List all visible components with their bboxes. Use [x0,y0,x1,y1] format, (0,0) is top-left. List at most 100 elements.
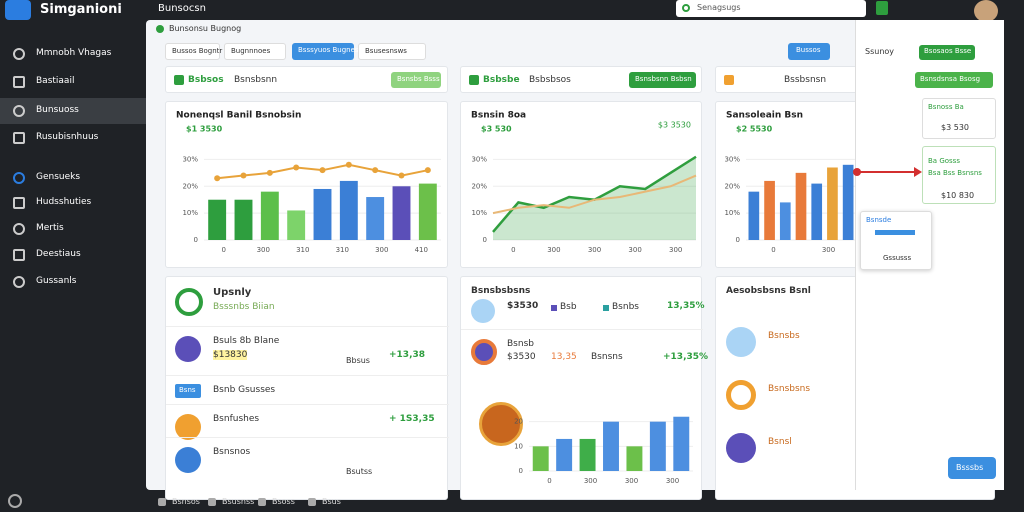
arrow-dot [853,168,861,176]
card-text: Bsbsbsos [529,75,571,85]
nav-item[interactable]: Bastiaail [36,76,75,86]
tab[interactable]: Bsssyuos Bugnes [292,43,359,60]
bar [603,421,619,471]
chart-title: Sansoleain Bsn [726,111,803,121]
x-tick-label: 0 [222,246,226,254]
list-title: Aesobsbsns Bsnl [726,286,811,296]
list-value: $3530 [507,301,539,311]
row-divider [166,404,449,405]
legend-swatch [551,305,557,311]
y-tick-label: 20% [471,182,487,190]
bar [649,421,666,471]
tab[interactable]: Bsusesnsws [358,43,426,60]
row-value: $13830 [213,350,248,360]
row-icon [726,380,756,410]
bar [260,191,279,240]
x-tick-label: 300 [669,246,682,254]
task-icon [208,498,216,506]
bar [748,191,760,240]
chart: 0 10 20 0 300 300 300 [514,416,693,485]
window-heading: Bunsonsu Bugnog [169,24,242,33]
arrow-head [914,167,922,177]
search-box[interactable]: Senagsugs [676,0,866,17]
bar [208,199,227,240]
nav-item[interactable]: Gensueks [36,172,81,182]
app-logo [5,0,31,20]
row-sub: Bsutss [346,467,373,476]
row-divider [166,326,449,327]
chart-title: Bsnsin 8oa [471,111,526,121]
info-title: Ba Gosss [928,157,960,165]
y-tick-label: 30% [471,155,487,163]
legend-label: Bsb [560,302,577,312]
bar [626,446,643,471]
list-change: 13,35% [667,301,705,311]
bar [827,167,838,240]
line-point [319,167,326,174]
task-label[interactable]: Bsnsos [172,497,200,506]
tab[interactable]: Bugnnnoes [224,43,286,60]
panel-button[interactable]: Bsnsdsnsa Bsosg [915,72,993,88]
avatar [974,0,998,22]
chart-title: Nonenqsl Banil Bsnobsin [176,111,301,121]
bar [779,202,791,240]
tab[interactable]: Bussos Bogntr [165,43,222,60]
nav-item[interactable]: Deestiaus [36,249,81,259]
x-tick-label: 300 [588,246,601,254]
card-header: Bsbsos Bsnsbsnn Bsnsbs Bsss [165,66,448,93]
card-icon [724,75,734,85]
nav-item[interactable]: Bunsuoss [36,105,79,115]
x-tick-label: 300 [547,246,560,254]
nav-item[interactable]: Mertis [36,223,64,233]
nav-icon [13,105,25,117]
y-tick-label: 20% [724,182,740,190]
card-button[interactable]: Bsnsbsnn Bsbsn [629,72,696,88]
row-change: +13,38 [389,350,426,360]
info-box: Bsnoss Ba $3 530 [922,98,996,139]
nav-icon [13,276,25,288]
task-label[interactable]: Bsus [322,497,341,506]
action-button[interactable]: Bussos [788,43,830,60]
panel-action[interactable]: Bsssbs [948,457,996,479]
row-name: Bsnsl [768,437,792,447]
card-icon [174,75,184,85]
nav-icon [13,197,25,209]
y-tick-label: 10% [182,209,198,217]
panel-button[interactable]: Bsosaos Bsse [919,45,975,60]
nav-icon [13,172,25,184]
row-divider [461,329,703,330]
x-tick-label: 300 [666,477,679,485]
nav-item[interactable]: Mmnobh Vhagas [36,48,112,58]
chart-card: Nonenqsl Banil Bsnobsin $1 3530 0 10% 20% 30%… [165,101,448,268]
y-tick-label: 10 [514,442,523,450]
nav-item[interactable]: Hudsshuties [36,197,92,207]
nav-item[interactable]: Rusubisnhuus [36,132,99,142]
row-icon [726,327,756,357]
row-divider [166,375,449,376]
row-change: +13,35% [663,352,709,362]
area [493,156,696,240]
y-tick-label: 10% [471,209,487,217]
card-label: Bsbsbe [483,75,520,85]
task-label[interactable]: Bsoss [272,497,295,506]
list-subtitle: Bsssnbs Biian [213,302,275,312]
row-icon [726,433,756,463]
search-text: Senagsugs [697,3,741,12]
info-value: $3 530 [941,123,969,132]
floating-box: Bsnsde Gssusss [860,211,932,270]
bar [392,186,411,240]
x-tick-label: 0 [511,246,515,254]
nav-item[interactable]: Gussanls [36,276,77,286]
legend-swatch [603,305,609,311]
task-label[interactable]: Bsusnss [222,497,255,506]
info-title: Bsnoss Ba [928,103,964,111]
row-divider [166,437,449,438]
chart-subtitle: $1 3530 [186,125,223,134]
task-icon [308,498,316,506]
bar [556,438,573,471]
row-name: Bsnfushes [213,414,260,424]
task-icon [158,498,166,506]
card-button[interactable]: Bsnsbs Bsss [391,72,441,88]
bar [339,180,358,240]
bar [811,183,823,240]
